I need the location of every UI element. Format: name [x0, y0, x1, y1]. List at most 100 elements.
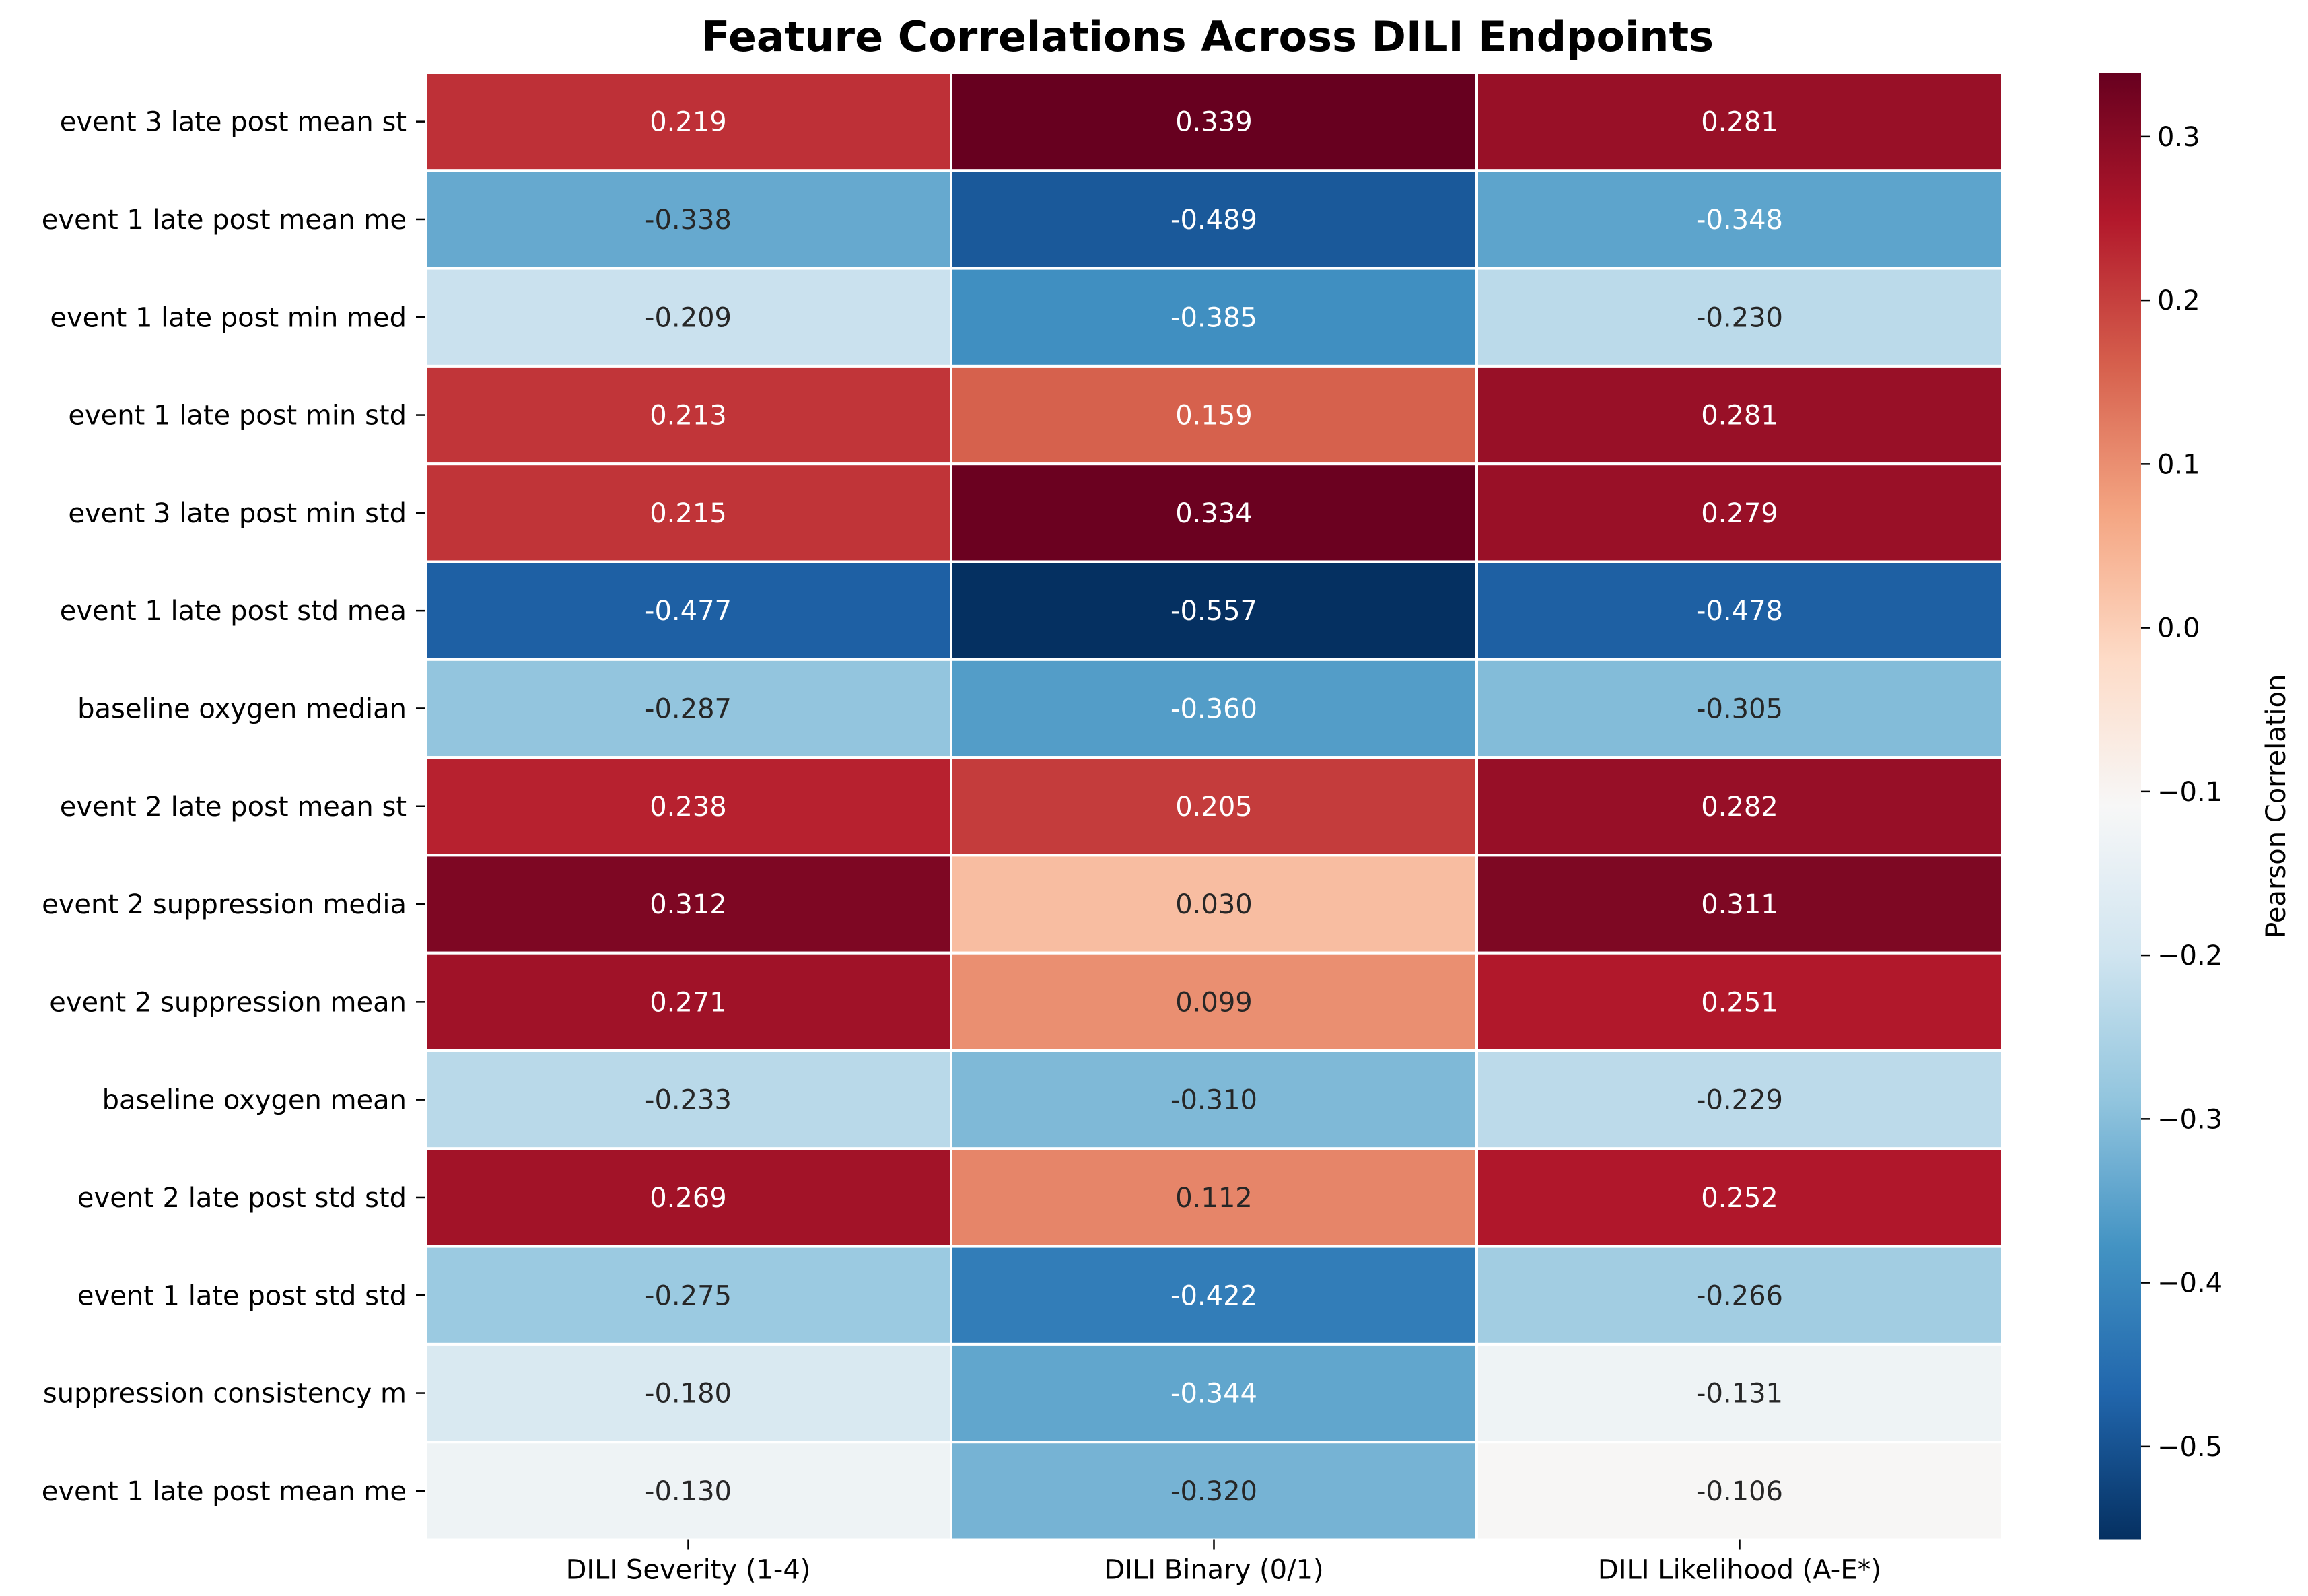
cell-value-label: 0.281 — [1701, 107, 1778, 138]
heatmap-cell — [1475, 1147, 2004, 1248]
colorbar-tick-label: 0.2 — [2157, 285, 2200, 316]
heatmap-cell — [424, 756, 952, 857]
cell-value-label: 0.251 — [1701, 987, 1778, 1018]
heatmap-cell — [950, 462, 1478, 563]
row-label: event 1 late post mean me — [42, 1476, 407, 1507]
heatmap-cell — [950, 951, 1478, 1052]
heatmap-cell — [1475, 169, 2004, 270]
cell-value-label: -0.106 — [1696, 1476, 1783, 1507]
cell-value-label: 0.279 — [1701, 498, 1778, 529]
row-label: event 2 late post std std — [77, 1183, 407, 1214]
cell-value-label: -0.305 — [1696, 693, 1783, 724]
cell-value-label: -0.348 — [1696, 205, 1783, 236]
colorbar-label: Pearson Correlation — [2261, 674, 2292, 938]
heatmap-cell — [950, 658, 1478, 759]
cell-value-label: -0.422 — [1170, 1280, 1257, 1311]
cell-value-label: 0.339 — [1175, 107, 1253, 138]
cell-value-label: -0.131 — [1696, 1379, 1783, 1410]
cell-value-label: 0.219 — [650, 107, 727, 138]
cell-value-label: -0.320 — [1170, 1476, 1257, 1507]
cell-value-label: -0.344 — [1170, 1379, 1257, 1410]
heatmap-cell — [1475, 756, 2004, 857]
colorbar-tick-label: −0.3 — [2157, 1104, 2223, 1135]
heatmap-cell — [950, 560, 1478, 661]
column-label: DILI Binary (0/1) — [1104, 1555, 1323, 1586]
cell-value-label: 0.215 — [650, 498, 727, 529]
heatmap-cell — [1475, 1441, 2004, 1541]
cell-value-label: 0.099 — [1175, 987, 1253, 1018]
cell-value-label: 0.312 — [650, 889, 727, 920]
heatmap-cell — [424, 71, 952, 172]
row-label: event 1 late post min med — [50, 302, 407, 333]
column-label: DILI Likelihood (A-E*) — [1598, 1555, 1881, 1586]
colorbar-tick-label: 0.3 — [2157, 122, 2200, 153]
heatmap-cell — [1475, 364, 2004, 466]
cell-value-label: -0.338 — [645, 205, 732, 236]
cell-value-label: -0.229 — [1696, 1085, 1783, 1116]
row-label: event 1 late post std std — [77, 1280, 407, 1311]
cell-value-label: -0.478 — [1696, 596, 1783, 627]
heatmap-cell — [424, 1049, 952, 1150]
cell-value-label: 0.334 — [1175, 498, 1253, 529]
heatmap-cell — [1475, 1342, 2004, 1444]
cell-value-label: 0.213 — [650, 401, 727, 431]
heatmap-cell — [424, 854, 952, 955]
heatmap-cell — [1475, 951, 2004, 1052]
heatmap-cell — [424, 364, 952, 466]
colorbar-gradient — [2099, 73, 2141, 1540]
heatmap-cell — [424, 658, 952, 759]
cell-value-label: 0.282 — [1701, 792, 1778, 823]
row-label: event 1 late post min std — [68, 401, 407, 431]
row-label: event 1 late post mean me — [42, 205, 407, 236]
cell-value-label: -0.385 — [1170, 302, 1257, 333]
row-label: event 2 suppression mean — [49, 987, 407, 1018]
row-label: baseline oxygen mean — [102, 1085, 407, 1116]
heatmap-cell — [1475, 560, 2004, 661]
heatmap-cell — [424, 951, 952, 1052]
colorbar-tick-label: −0.1 — [2157, 777, 2223, 808]
heatmap-cell — [1475, 658, 2004, 759]
row-label: event 2 late post mean st — [60, 792, 407, 823]
cell-value-label: -0.557 — [1170, 596, 1257, 627]
cell-value-label: 0.271 — [650, 987, 727, 1018]
cell-value-label: 0.159 — [1175, 401, 1253, 431]
cell-value-label: -0.489 — [1170, 205, 1257, 236]
heatmap-cells: 0.219 0.339 0.281 -0.338 -0.489 -0.348 -0.209 -… — [424, 71, 2004, 1541]
row-labels: event 3 late post mean st event 1 late po… — [42, 107, 425, 1507]
colorbar-tick-label: 0.1 — [2157, 449, 2200, 480]
colorbar: 0.3 0.2 0.1 0.0 −0.1 −0.2 −0.3 −0.4 −0.5 Pearson … — [2099, 73, 2292, 1540]
cell-value-label: -0.266 — [1696, 1280, 1783, 1311]
row-label: event 3 late post mean st — [60, 107, 407, 138]
row-label: event 1 late post std mea — [60, 596, 407, 627]
heatmap-cell — [950, 71, 1478, 172]
heatmap-cell — [424, 1342, 952, 1444]
heatmap-cell — [1475, 1245, 2004, 1346]
heatmap-cell — [950, 756, 1478, 857]
cell-value-label: -0.233 — [645, 1085, 732, 1116]
colorbar-tick-label: 0.0 — [2157, 613, 2200, 644]
cell-value-label: -0.180 — [645, 1379, 732, 1410]
cell-value-label: -0.360 — [1170, 693, 1257, 724]
heatmap-cell — [1475, 854, 2004, 955]
cell-value-label: -0.287 — [645, 693, 732, 724]
cell-value-label: 0.269 — [650, 1183, 727, 1214]
heatmap-cell — [1475, 1049, 2004, 1150]
cell-value-label: -0.477 — [645, 596, 732, 627]
cell-value-label: -0.130 — [645, 1476, 732, 1507]
column-label: DILI Severity (1-4) — [566, 1555, 811, 1586]
cell-value-label: 0.112 — [1175, 1183, 1253, 1214]
cell-value-label: -0.275 — [645, 1280, 732, 1311]
colorbar-tick-label: −0.2 — [2157, 940, 2223, 971]
cell-value-label: -0.310 — [1170, 1085, 1257, 1116]
row-label: event 3 late post min std — [68, 498, 407, 529]
cell-value-label: 0.238 — [650, 792, 727, 823]
cell-value-label: -0.230 — [1696, 302, 1783, 333]
row-label: event 2 suppression media — [42, 889, 407, 920]
row-label: baseline oxygen median — [77, 693, 407, 724]
cell-value-label: 0.281 — [1701, 401, 1778, 431]
heatmap-cell — [950, 267, 1478, 368]
heatmap-cell — [424, 1441, 952, 1541]
heatmap-cell — [424, 1245, 952, 1346]
heatmap-cell — [1475, 71, 2004, 172]
